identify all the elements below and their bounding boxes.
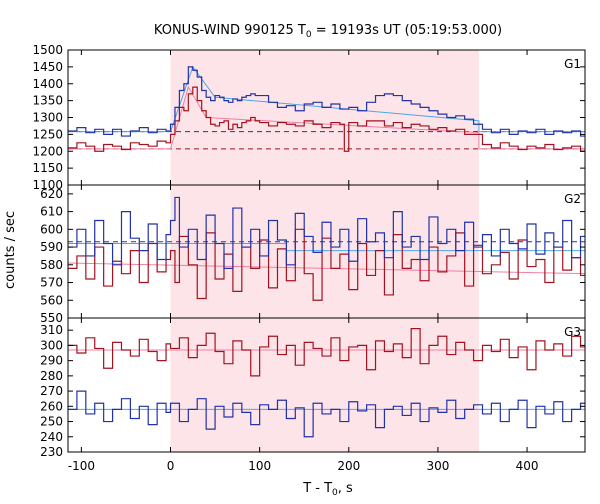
series-blue: [68, 66, 585, 137]
y-axis-label: counts / sec: [3, 211, 18, 289]
y-tick-label: 280: [40, 369, 63, 383]
x-tick-label: 200: [337, 459, 360, 473]
y-tick-label: 590: [40, 240, 63, 254]
y-tick-label: 270: [40, 384, 63, 398]
y-tick-label: 1500: [32, 43, 63, 57]
panel-g2: 550 560 570 580 590 600 610 620 G2: [40, 184, 586, 325]
panel-label: G3: [564, 325, 581, 339]
plot-layer: 1100 1150 1200 1250 1300 1350 1400 1450 1500 G1 55…: [32, 43, 586, 473]
x-tick-label: 300: [426, 459, 449, 473]
x-axis-label-rest: , s: [338, 481, 353, 496]
y-tick-label: 570: [40, 276, 63, 290]
x-tick-label: 0: [167, 459, 175, 473]
y-tick-label: 310: [40, 323, 63, 337]
x-axis-label-main: T - T: [302, 481, 332, 496]
y-tick-label: 290: [40, 354, 63, 368]
y-tick-label: 1150: [32, 161, 63, 175]
x-tick-label: 400: [516, 459, 539, 473]
chart-title-rest: = 19193s UT (05:19:53.000): [312, 23, 502, 38]
series-red: [68, 228, 585, 301]
chart-title: KONUS-WIND 990125 T0 = 19193s UT (05:19:…: [154, 23, 502, 40]
y-tick-label: 1250: [32, 127, 63, 141]
y-tick-label: 300: [40, 338, 63, 352]
model-curve-red: [68, 262, 585, 275]
panel-g1: 1100 1150 1200 1250 1300 1350 1400 1450 1500 G1: [32, 43, 586, 192]
series-red: [68, 328, 585, 377]
panel-data: [68, 196, 585, 301]
y-tick-label: 250: [40, 415, 63, 429]
x-tick-label: -100: [68, 459, 95, 473]
y-tick-label: 1300: [32, 111, 63, 125]
y-tick-label: 260: [40, 399, 63, 413]
y-tick-label: 600: [40, 222, 63, 236]
chart-title-subscript: 0: [306, 30, 312, 40]
y-tick-label: 620: [40, 187, 63, 201]
y-tick-label: 1450: [32, 60, 63, 74]
panel-data: [68, 65, 585, 152]
y-tick-label: 580: [40, 258, 63, 272]
x-tick-label: 100: [248, 459, 271, 473]
x-axis-label: T - T0, s: [302, 481, 353, 498]
y-tick-label: 1100: [32, 178, 63, 192]
y-tick-label: 1350: [32, 94, 63, 108]
y-tick-label: 1400: [32, 77, 63, 91]
panel-frame: [67, 317, 586, 453]
panel-data: [68, 328, 585, 438]
series-red: [68, 86, 585, 152]
y-tick-label: 560: [40, 293, 63, 307]
y-tick-label: 610: [40, 205, 63, 219]
y-tick-label: 240: [40, 430, 63, 444]
y-tick-label: 230: [40, 445, 63, 459]
series-blue: [68, 390, 585, 438]
panel-label: G1: [564, 57, 581, 71]
y-tick-label: 550: [40, 311, 63, 325]
y-tick-label: 1200: [32, 144, 63, 158]
chart-title-main: KONUS-WIND 990125 T: [154, 23, 306, 38]
x-axis-label-subscript: 0: [332, 488, 338, 498]
series-blue: [68, 196, 585, 269]
panel-label: G2: [564, 192, 581, 206]
